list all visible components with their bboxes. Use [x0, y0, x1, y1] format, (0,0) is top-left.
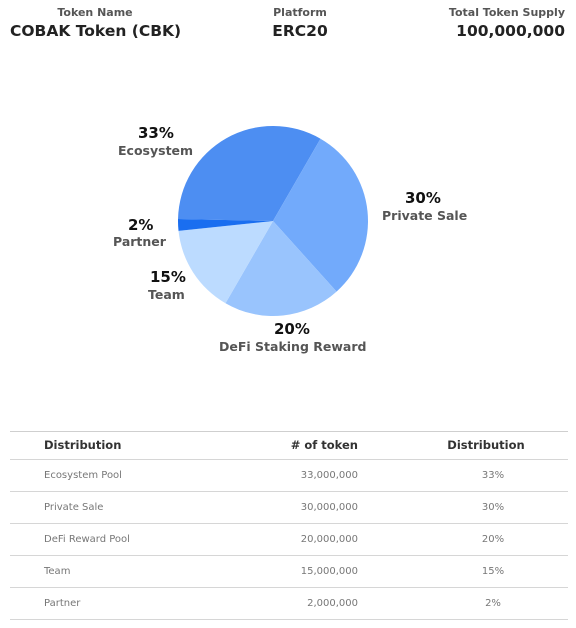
pie-slice-defi: [225, 221, 337, 316]
table-row: Private Sale 30,000,000 30%: [10, 492, 568, 524]
token-info-header: Token Name COBAK Token (CBK) Platform ER…: [0, 0, 576, 50]
pie-pct-partner: 2%: [128, 216, 154, 234]
platform-value: ERC20: [272, 22, 328, 40]
platform-label: Platform: [273, 6, 327, 19]
table-cell-tokens: 20,000,000: [300, 534, 358, 545]
pie-label-ecosystem: Ecosystem: [118, 143, 194, 158]
distribution-table: Distribution # of token Distribution Eco…: [10, 431, 568, 620]
table-header-share: Distribution: [447, 438, 525, 452]
token-name-label: Token Name: [57, 6, 133, 19]
pie-label-defi: DeFi Staking Reward: [219, 339, 367, 354]
table-row: Partner 2,000,000 2%: [10, 588, 568, 620]
pie-slice-private-sale: [273, 138, 368, 292]
table-cell-name: Partner: [44, 598, 81, 609]
table-cell-tokens: 30,000,000: [300, 502, 358, 513]
pie-label-team: Team: [148, 287, 185, 302]
table-cell-tokens: 2,000,000: [307, 598, 358, 609]
pie-slice-ecosystem: [178, 126, 321, 221]
table-cell-name: DeFi Reward Pool: [44, 534, 130, 545]
table-header-row: Distribution # of token Distribution: [10, 432, 568, 460]
table-header-tokens: # of token: [290, 438, 358, 452]
pie-label-partner: Partner: [113, 234, 166, 249]
pie-pct-defi: 20%: [274, 320, 310, 338]
table-cell-name: Team: [44, 566, 71, 577]
table-cell-share: 30%: [481, 502, 505, 513]
table-cell-name: Private Sale: [44, 502, 104, 513]
pie-slice-partner: [178, 219, 273, 231]
table-cell-tokens: 33,000,000: [300, 470, 358, 481]
distribution-pie-chart: 33% Ecosystem 30% Private Sale 20% DeFi …: [0, 80, 576, 380]
supply-value: 100,000,000: [456, 22, 565, 40]
supply-block: Total Token Supply 100,000,000: [415, 6, 565, 40]
token-name-value: COBAK Token (CBK): [10, 22, 182, 40]
table-cell-share: 33%: [481, 470, 505, 481]
table-row: DeFi Reward Pool 20,000,000 20%: [10, 524, 568, 556]
table-header-distribution: Distribution: [44, 438, 122, 452]
table-cell-tokens: 15,000,000: [300, 566, 358, 577]
pie-chart-svg: [178, 126, 368, 316]
supply-label: Total Token Supply: [448, 6, 565, 19]
table-row: Ecosystem Pool 33,000,000 33%: [10, 460, 568, 492]
table-row: Team 15,000,000 15%: [10, 556, 568, 588]
token-name-block: Token Name COBAK Token (CBK): [10, 6, 210, 40]
pie-pct-private-sale: 30%: [405, 189, 441, 207]
pie-label-private-sale: Private Sale: [382, 208, 468, 223]
pie-pct-ecosystem: 33%: [138, 124, 174, 142]
table-cell-share: 15%: [481, 566, 505, 577]
table-cell-share: 20%: [481, 534, 505, 545]
table-cell-share: 2%: [485, 598, 501, 609]
table-cell-name: Ecosystem Pool: [44, 470, 122, 481]
platform-block: Platform ERC20: [250, 6, 350, 40]
pie-pct-team: 15%: [150, 268, 186, 286]
pie-slice-team: [178, 221, 273, 304]
